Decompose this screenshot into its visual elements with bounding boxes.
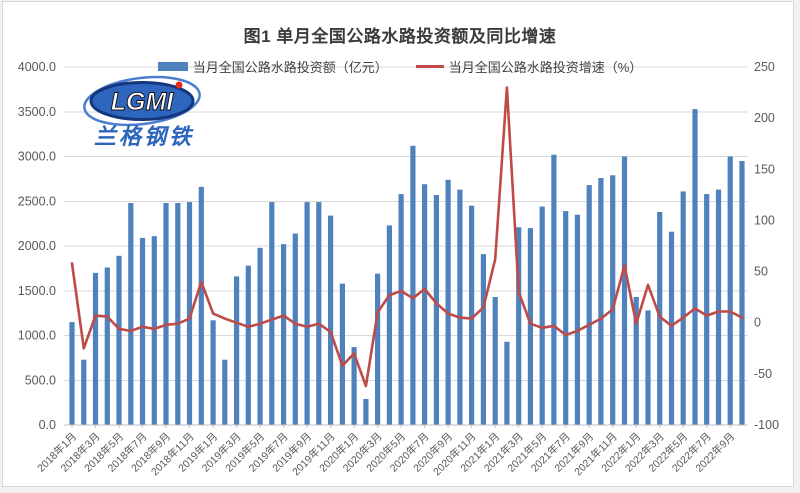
left-axis-tick: 2000.0	[18, 239, 56, 253]
bar	[715, 189, 722, 425]
bar	[386, 225, 392, 425]
legend-bar-swatch	[157, 62, 188, 71]
logo-swoosh	[83, 75, 201, 127]
bar	[222, 359, 228, 425]
bar	[645, 310, 651, 425]
left-axis-tick: 1500.0	[18, 284, 56, 298]
left-axis-labels: 0.0 500.0 1000.0 1500.0 2000.0 2500.0 3000.0 35…	[18, 60, 56, 432]
left-axis-tick: 1000.0	[18, 329, 56, 343]
left-axis-tick: 3500.0	[18, 105, 56, 119]
bar	[492, 297, 498, 425]
bar	[234, 276, 240, 425]
right-axis-tick: -50	[754, 367, 772, 381]
chart-title: 图1 单月全国公路水路投资额及同比增速	[243, 27, 557, 46]
bar	[139, 237, 146, 425]
bar	[151, 236, 157, 425]
bar	[516, 227, 522, 425]
bar	[257, 247, 263, 425]
bar	[163, 203, 169, 425]
legend-item-investment: 当月全国公路水路投资额（亿元）	[157, 57, 388, 76]
bar	[621, 156, 628, 425]
bar	[292, 233, 298, 425]
bar	[69, 322, 75, 425]
bar	[81, 359, 87, 425]
bar	[727, 156, 733, 425]
bar	[457, 189, 463, 425]
bar	[116, 255, 122, 425]
logo-abbr: LGMI	[111, 88, 175, 116]
bar	[175, 203, 181, 425]
right-axis-tick: 100	[754, 213, 775, 227]
bar	[104, 267, 110, 425]
bar	[363, 399, 369, 425]
bar	[281, 244, 287, 425]
bars-series	[69, 109, 745, 426]
bar	[351, 347, 357, 425]
bar	[680, 191, 686, 425]
bar	[398, 194, 404, 425]
bar	[186, 202, 193, 425]
bar	[692, 109, 698, 425]
bar	[551, 154, 557, 425]
left-axis-tick: 2500.0	[18, 194, 56, 208]
right-axis-tick: 200	[754, 111, 775, 125]
bar	[574, 214, 580, 425]
bar	[375, 273, 381, 425]
bar	[339, 283, 345, 425]
bar	[92, 272, 99, 425]
bar	[704, 194, 710, 425]
bar	[304, 202, 310, 425]
x-axis-labels: 2018年1月2018年3月2018年5月2018年7月2018年9月2018年…	[34, 425, 737, 478]
right-axis-tick: 150	[754, 162, 775, 176]
bar	[269, 202, 275, 425]
bar	[245, 265, 251, 425]
bar	[198, 186, 204, 425]
right-axis-labels: -100 -50 0 50 100 150 200 250	[754, 60, 779, 432]
watermark-logo: LGMI 兰格钢铁	[83, 75, 201, 149]
right-axis-tick: -100	[754, 418, 779, 432]
bar	[539, 206, 545, 425]
bar	[210, 320, 216, 425]
left-axis-tick: 500.0	[25, 373, 56, 387]
legend-label-growth: 当月全国公路水路投资增速（%）	[448, 60, 643, 75]
bar	[328, 215, 334, 425]
right-axis-tick: 0	[754, 316, 761, 330]
right-axis-tick: 50	[754, 265, 768, 279]
bar	[563, 211, 569, 425]
growth-line	[70, 86, 744, 388]
legend-item-growth: 当月全国公路水路投资增速（%）	[415, 57, 643, 76]
legend-line-swatch	[415, 65, 444, 68]
bar	[128, 203, 134, 425]
right-axis-tick: 250	[754, 60, 775, 74]
left-axis-tick: 3000.0	[18, 150, 56, 164]
left-axis-tick: 4000.0	[18, 60, 56, 74]
logo-red-dot-icon	[175, 81, 183, 89]
bar	[633, 297, 639, 425]
bar	[316, 202, 322, 425]
bar	[610, 175, 616, 425]
bar	[739, 161, 745, 425]
bar	[586, 185, 592, 425]
legend-label-investment: 当月全国公路水路投资额（亿元）	[192, 60, 388, 75]
bar	[657, 212, 663, 425]
bar	[668, 231, 675, 425]
bar	[469, 205, 475, 425]
bar	[504, 341, 510, 425]
bar	[433, 195, 439, 425]
bar	[527, 228, 533, 425]
chart-legend: 当月全国公路水路投资额（亿元） 当月全国公路水路投资增速（%）	[0, 57, 800, 76]
logo-name: 兰格钢铁	[94, 124, 194, 149]
logo-ellipse	[89, 81, 195, 121]
bar	[410, 145, 416, 426]
bar	[598, 178, 604, 425]
bar	[422, 184, 428, 425]
bar	[445, 179, 451, 425]
left-axis-tick: 0.0	[39, 418, 56, 432]
bar	[480, 254, 486, 425]
